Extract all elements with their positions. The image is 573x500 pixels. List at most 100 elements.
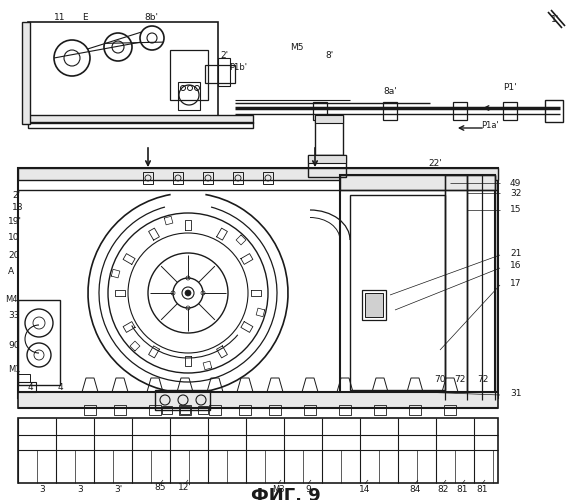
Bar xyxy=(453,102,467,120)
Bar xyxy=(315,115,343,155)
Text: 12': 12' xyxy=(178,484,192,492)
Bar xyxy=(313,102,327,120)
Text: ФИГ. 9: ФИГ. 9 xyxy=(251,487,321,500)
Bar xyxy=(308,155,346,163)
Text: 16: 16 xyxy=(510,262,521,270)
Text: E: E xyxy=(82,12,88,22)
Text: P1a': P1a' xyxy=(481,120,499,130)
Bar xyxy=(350,195,445,390)
Bar xyxy=(383,102,397,120)
Bar xyxy=(409,405,421,415)
Text: 82: 82 xyxy=(437,486,449,494)
Bar xyxy=(218,58,230,86)
Text: 11: 11 xyxy=(54,12,66,22)
Bar xyxy=(203,172,213,184)
Bar xyxy=(374,405,386,415)
Bar xyxy=(180,406,190,414)
Bar xyxy=(340,175,495,400)
Circle shape xyxy=(185,290,191,296)
Text: 72: 72 xyxy=(454,376,466,384)
Text: 2': 2' xyxy=(12,192,20,200)
Bar xyxy=(28,115,253,123)
Bar xyxy=(198,406,208,414)
Text: 70: 70 xyxy=(434,376,446,384)
Text: M1: M1 xyxy=(8,366,21,374)
Bar xyxy=(233,172,243,184)
Text: 3': 3' xyxy=(114,486,122,494)
Text: 17: 17 xyxy=(510,278,521,287)
Bar xyxy=(209,405,221,415)
Text: 20: 20 xyxy=(8,250,19,260)
Bar xyxy=(18,168,498,398)
Bar xyxy=(18,300,60,385)
Bar xyxy=(315,115,343,123)
Text: 3: 3 xyxy=(39,486,45,494)
Bar xyxy=(179,405,191,415)
Bar xyxy=(545,100,563,122)
Bar xyxy=(304,405,316,415)
Text: M4: M4 xyxy=(5,296,18,304)
Bar xyxy=(339,405,351,415)
Bar xyxy=(149,405,161,415)
Bar xyxy=(18,382,36,392)
Text: 85: 85 xyxy=(154,484,166,492)
Bar xyxy=(155,390,210,410)
Text: 19': 19' xyxy=(8,218,22,226)
Text: M5: M5 xyxy=(291,44,304,52)
Bar xyxy=(239,405,251,415)
Bar xyxy=(503,102,517,120)
Text: 81: 81 xyxy=(476,486,488,494)
Bar xyxy=(28,22,218,122)
Text: 8b': 8b' xyxy=(144,12,158,22)
Bar xyxy=(18,418,498,483)
Bar xyxy=(308,155,346,177)
Bar xyxy=(365,293,383,317)
Text: 4: 4 xyxy=(27,384,33,392)
Text: 21: 21 xyxy=(510,248,521,258)
Text: 15: 15 xyxy=(510,206,521,214)
Bar xyxy=(445,175,467,400)
Bar xyxy=(340,175,495,190)
Bar xyxy=(205,65,235,83)
Bar xyxy=(362,290,386,320)
Text: 22': 22' xyxy=(428,158,442,168)
Text: 2': 2' xyxy=(220,50,228,59)
Bar xyxy=(84,405,96,415)
Text: 4: 4 xyxy=(57,384,63,392)
Text: 18: 18 xyxy=(12,202,23,211)
Text: 8': 8' xyxy=(326,50,334,59)
Bar xyxy=(18,392,498,408)
Text: 31: 31 xyxy=(510,388,521,398)
Text: 9: 9 xyxy=(305,486,311,494)
Bar xyxy=(269,405,281,415)
Bar xyxy=(173,172,183,184)
Text: P1': P1' xyxy=(503,84,517,92)
Text: 72: 72 xyxy=(477,376,489,384)
Text: 33: 33 xyxy=(8,310,19,320)
Bar xyxy=(143,172,153,184)
Text: 8a': 8a' xyxy=(383,88,397,96)
Circle shape xyxy=(182,287,194,299)
Text: 81: 81 xyxy=(456,486,468,494)
Bar xyxy=(444,405,456,415)
Bar xyxy=(467,175,495,400)
Text: M3: M3 xyxy=(272,486,284,494)
Text: 49: 49 xyxy=(510,178,521,188)
Bar xyxy=(162,406,172,414)
Text: 3: 3 xyxy=(77,486,83,494)
Bar xyxy=(170,50,208,100)
Text: 84: 84 xyxy=(409,486,421,494)
Bar xyxy=(18,374,30,382)
Bar xyxy=(22,22,30,124)
Bar xyxy=(18,168,498,180)
Text: 14: 14 xyxy=(359,486,371,494)
Text: A: A xyxy=(8,268,14,276)
Text: 10: 10 xyxy=(8,234,19,242)
Bar xyxy=(114,405,126,415)
Text: P1b': P1b' xyxy=(229,64,247,72)
Text: 32: 32 xyxy=(510,188,521,198)
Bar xyxy=(263,172,273,184)
Text: 90: 90 xyxy=(8,340,19,349)
Bar xyxy=(28,122,253,128)
Bar xyxy=(178,82,200,110)
